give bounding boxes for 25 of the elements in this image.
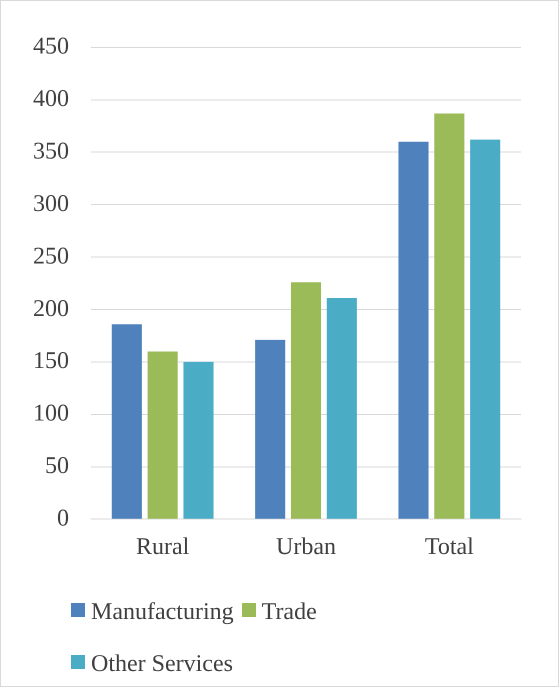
y-tick-label: 100 (33, 400, 69, 427)
bar (398, 142, 429, 519)
x-tick-label: Rural (136, 534, 190, 560)
y-tick-label: 300 (33, 190, 69, 217)
bar (255, 340, 286, 519)
x-tick-label: Total (424, 534, 474, 560)
y-tick-label: 250 (33, 243, 69, 270)
legend-label: Manufacturing (90, 598, 234, 627)
bar (326, 298, 357, 519)
legend-label: Trade (260, 598, 317, 627)
bar (290, 282, 322, 519)
y-tick-label: 400 (33, 86, 69, 112)
legend-label: Other Services (90, 650, 233, 679)
x-tick-label: Urban (276, 534, 336, 560)
y-tick-label: 50 (45, 453, 69, 480)
bar (112, 324, 142, 519)
bar (148, 351, 178, 519)
y-tick-label: 0 (57, 505, 69, 532)
y-tick-label: 450 (33, 34, 69, 60)
y-tick-label: 350 (33, 138, 69, 165)
bar (470, 140, 500, 519)
y-tick-label: 150 (33, 348, 69, 374)
y-tick-label: 200 (33, 296, 69, 322)
bar (183, 362, 214, 519)
bar (434, 113, 464, 519)
